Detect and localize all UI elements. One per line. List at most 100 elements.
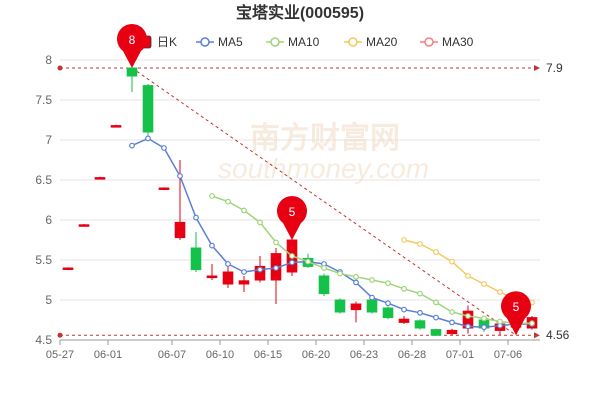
watermark-en: southmoney.com xyxy=(218,153,429,184)
ma5-point xyxy=(433,314,439,321)
ma10-point xyxy=(417,290,423,297)
candle-body xyxy=(142,85,154,133)
candle xyxy=(430,328,442,336)
candle xyxy=(238,276,250,292)
x-tick-label: 06-01 xyxy=(94,349,122,361)
ma5-point xyxy=(177,173,183,179)
ma20-point xyxy=(449,258,455,265)
legend-label: MA5 xyxy=(218,35,243,49)
ma10-point xyxy=(529,320,535,327)
x-tick-label: 06-10 xyxy=(206,349,234,361)
x-tick-label: 05-27 xyxy=(46,349,74,361)
candle-body xyxy=(190,247,202,271)
y-tick-label: 7 xyxy=(45,133,52,147)
candle xyxy=(94,176,106,180)
x-axis: 05-27 06-01 06-07 06-10 06-15 06-20 06-23 06-28… xyxy=(46,339,540,361)
legend-swatch-marker xyxy=(270,37,280,47)
candle xyxy=(142,84,154,136)
y-tick-label: 6 xyxy=(45,213,52,227)
mark-line-arrow xyxy=(534,332,540,339)
ma10-point xyxy=(353,273,359,280)
candle xyxy=(446,328,458,336)
mark-pin xyxy=(276,196,308,240)
ma5-point xyxy=(353,279,359,286)
ma20-point xyxy=(417,241,423,247)
candle-body xyxy=(62,267,74,270)
x-tick-label: 06-28 xyxy=(398,349,426,361)
watermark: 南方财富网 southmoney.com xyxy=(218,121,429,184)
mark-line-label: 4.56 xyxy=(546,328,570,342)
legend-label: 日K xyxy=(157,35,177,49)
mark-line-start xyxy=(57,65,63,71)
mark-lines: 7.9 4.56 xyxy=(57,61,570,342)
candle xyxy=(366,298,378,314)
candle-body xyxy=(254,265,266,281)
ma10-point xyxy=(241,207,247,214)
ma5-point xyxy=(385,300,391,307)
candle xyxy=(270,248,282,304)
x-tick-label: 06-15 xyxy=(254,349,282,361)
legend-item-ma20[interactable]: MA20 xyxy=(344,35,398,49)
legend[interactable]: 日K MA5 MA10 MA20 MA30 xyxy=(134,35,474,49)
candle-body xyxy=(174,221,186,239)
ma10-point xyxy=(273,239,279,246)
mark-point: 5 xyxy=(501,291,531,336)
y-tick-label: 7.5 xyxy=(35,93,52,107)
candle xyxy=(222,264,234,288)
chart-title: 宝塔实业(000595) xyxy=(236,3,364,22)
legend-item-ma10[interactable]: MA10 xyxy=(266,35,320,49)
ma10-point xyxy=(289,253,295,259)
candle xyxy=(62,267,74,270)
candles xyxy=(62,67,538,336)
x-tick-label: 07-01 xyxy=(446,349,474,361)
candle xyxy=(78,224,90,227)
candle-body xyxy=(350,303,362,311)
grid xyxy=(60,59,540,341)
legend-item-ma5[interactable]: MA5 xyxy=(196,35,243,49)
candle-body xyxy=(110,125,122,128)
ma5-point xyxy=(417,309,423,316)
mark-point-label: 8 xyxy=(129,33,136,47)
candle xyxy=(350,301,362,323)
y-tick-label: 4.5 xyxy=(35,333,52,347)
ma5-point xyxy=(465,323,471,330)
x-tick-label: 06-20 xyxy=(302,349,330,361)
ma5-point xyxy=(161,145,167,151)
candle xyxy=(174,160,186,240)
candle xyxy=(318,273,330,296)
ma10-point xyxy=(209,193,215,199)
legend-label: MA10 xyxy=(288,35,320,49)
x-tick-label: 07-06 xyxy=(494,349,522,361)
mark-pin xyxy=(501,291,531,336)
candle-body xyxy=(334,299,346,313)
candle xyxy=(414,319,426,330)
legend-swatch-marker xyxy=(200,37,210,47)
ma10-point xyxy=(449,309,455,315)
mark-line-label: 7.9 xyxy=(546,61,563,75)
ma10-point xyxy=(305,258,311,265)
ma20-point xyxy=(497,289,503,295)
candle-body xyxy=(222,271,234,285)
ma20-point xyxy=(481,281,487,287)
ma10-point xyxy=(321,265,327,271)
mark-point: 8 xyxy=(117,24,147,68)
ma10-point xyxy=(257,219,263,226)
candle xyxy=(462,305,474,334)
candle xyxy=(110,124,122,128)
legend-swatch-marker xyxy=(424,37,434,47)
candle-body xyxy=(78,224,90,227)
ma5-point xyxy=(241,269,247,275)
candle-body xyxy=(446,329,458,335)
mark-line-start xyxy=(57,332,63,338)
candle-body xyxy=(430,329,442,336)
mark-point-label: 5 xyxy=(289,205,296,219)
candle-body xyxy=(398,318,410,323)
legend-item-ma30[interactable]: MA30 xyxy=(420,35,474,49)
candle xyxy=(334,298,346,314)
ma5-point xyxy=(401,306,407,313)
ma10-point xyxy=(481,315,487,322)
y-axis: 4.5 5 5.5 6 6.5 7 7.5 8 xyxy=(35,53,52,347)
ma20-point xyxy=(465,273,471,279)
x-tick-label: 06-07 xyxy=(158,349,186,361)
